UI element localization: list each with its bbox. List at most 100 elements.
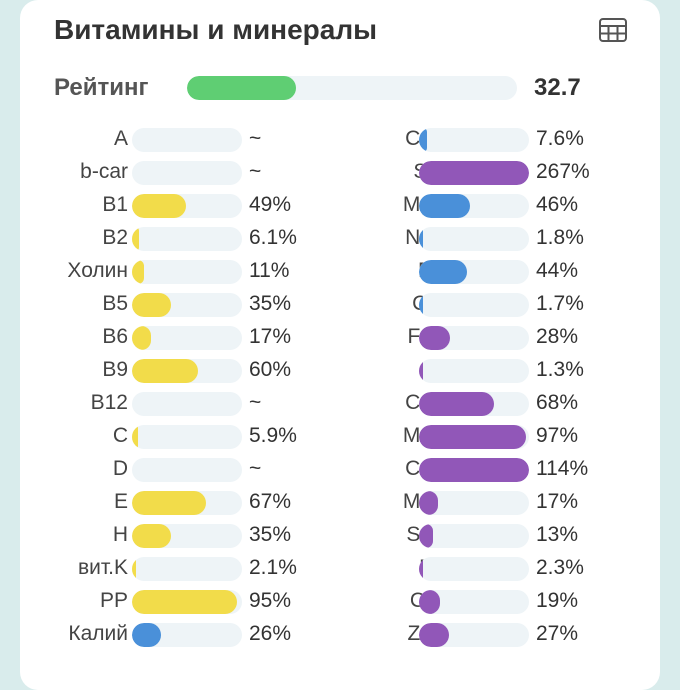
nutrient-bar-fill — [419, 194, 470, 218]
nutrient-name: Холин — [67, 259, 128, 282]
nutrient-bar — [132, 128, 242, 152]
nutrient-value: 44% — [536, 259, 579, 282]
nutrient-bar-fill — [419, 590, 440, 614]
nutrient-value: 67% — [249, 490, 292, 513]
nutrient-row: C 5.9% — [20, 421, 320, 454]
nutrient-row: Cr19% — [320, 586, 620, 619]
nutrient-name: B2 — [102, 226, 128, 249]
nutrient-bar-fill — [419, 227, 423, 251]
nutrient-name: B6 — [102, 325, 128, 348]
nutrient-bar — [419, 392, 529, 416]
nutrient-row: вит.K 2.1% — [20, 553, 320, 586]
nutrients-card: Витамины и минералы Рейтинг 32.7 A ~ b-car… — [20, 0, 660, 690]
nutrient-value: 17% — [536, 490, 579, 513]
nutrient-value: 17% — [249, 325, 292, 348]
nutrient-bar — [419, 458, 529, 482]
minerals-column: Ca7.6%Si267%Mg46%Na1.8%P44%Cl1.7%Fe28%I1… — [320, 124, 620, 652]
nutrient-bar — [419, 623, 529, 647]
nutrient-bar-fill — [419, 128, 428, 152]
nutrient-row: Холин 11% — [20, 256, 320, 289]
nutrient-bar — [132, 524, 242, 548]
nutrient-row: Mo 17% — [320, 487, 620, 520]
nutrient-bar — [419, 194, 529, 218]
nutrient-value: 27% — [536, 622, 579, 645]
nutrient-value: 267% — [536, 160, 590, 183]
nutrient-bar-fill — [419, 425, 526, 449]
nutrient-row: b-car ~ — [20, 157, 320, 190]
nutrient-row: Калий 26% — [20, 619, 320, 652]
card-title: Витамины и минералы — [54, 14, 378, 45]
nutrient-value: 11% — [249, 259, 290, 282]
nutrient-bar-fill — [419, 392, 494, 416]
nutrient-value: 46% — [536, 193, 579, 216]
vitamins-column: A ~ b-car ~ B1 49% B2 6.1% Холин 11% B5 35% B6 17% B9 6… — [20, 124, 320, 652]
nutrient-bar-fill — [132, 293, 171, 317]
nutrient-value: 60% — [249, 358, 292, 381]
nutrient-value: 28% — [536, 325, 579, 348]
nutrient-row: P44% — [320, 256, 620, 289]
nutrient-bar — [419, 293, 529, 317]
nutrient-bar — [132, 425, 242, 449]
nutrient-value: 7.6% — [536, 127, 584, 150]
nutrient-value: 95% — [249, 589, 292, 612]
nutrient-value: 114% — [536, 457, 589, 480]
nutrient-value: 13% — [536, 523, 579, 546]
nutrient-row: Ca7.6% — [320, 124, 620, 157]
nutrient-row: PP 95% — [20, 586, 320, 619]
nutrient-bar — [419, 590, 529, 614]
table-grid-icon[interactable] — [598, 16, 628, 44]
nutrient-row: Si267% — [320, 157, 620, 190]
nutrient-bar-fill — [419, 293, 423, 317]
nutrient-value: 1.3% — [536, 358, 584, 381]
nutrient-row: B2 6.1% — [20, 223, 320, 256]
nutrient-value: 35% — [249, 292, 292, 315]
nutrient-bar-fill — [419, 623, 449, 647]
nutrient-bar — [419, 557, 529, 581]
nutrient-row: Na1.8% — [320, 223, 620, 256]
rating-bar — [187, 76, 517, 100]
nutrient-bar-fill — [132, 524, 171, 548]
nutrient-name: B1 — [102, 193, 128, 216]
nutrient-value: 97% — [536, 424, 579, 447]
nutrient-row: Se13% — [320, 520, 620, 553]
nutrient-value: 2.1% — [249, 556, 297, 579]
nutrient-row: B1 49% — [20, 190, 320, 223]
nutrient-bar — [132, 326, 242, 350]
nutrient-name: C — [112, 424, 128, 447]
nutrient-value: ~ — [249, 391, 262, 414]
nutrient-bar — [419, 128, 529, 152]
nutrient-name: E — [113, 490, 128, 513]
nutrient-bar-fill — [132, 326, 151, 350]
nutrient-row: Zn27% — [320, 619, 620, 652]
nutrient-value: 68% — [536, 391, 579, 414]
nutrient-bar — [132, 359, 242, 383]
nutrient-bar-fill — [132, 623, 161, 647]
nutrient-row: Fe28% — [320, 322, 620, 355]
nutrient-bar-fill — [419, 557, 423, 581]
nutrient-bar — [132, 194, 242, 218]
nutrient-name: вит.K — [77, 556, 128, 579]
nutrient-value: 1.8% — [536, 226, 584, 249]
nutrient-bar-fill — [132, 359, 198, 383]
nutrient-bar-fill — [419, 524, 434, 548]
nutrient-bar — [132, 491, 242, 515]
nutrient-value: 1.7% — [536, 292, 584, 315]
nutrient-bar — [419, 425, 529, 449]
nutrient-bar-fill — [132, 557, 136, 581]
nutrient-value: 6.1% — [249, 226, 297, 249]
nutrient-value: 2.3% — [536, 556, 584, 579]
nutrient-name: D — [112, 457, 128, 480]
nutrient-value: 5.9% — [249, 424, 297, 447]
nutrient-bar — [419, 524, 529, 548]
nutrient-row: Mg 46% — [320, 190, 620, 223]
nutrient-name: B9 — [102, 358, 128, 381]
nutrient-bar-fill — [132, 590, 237, 614]
nutrient-value: 49% — [249, 193, 292, 216]
nutrient-value: ~ — [249, 160, 262, 183]
nutrient-bar — [132, 227, 242, 251]
rating-bar-fill — [187, 76, 296, 100]
nutrient-row: D ~ — [20, 454, 320, 487]
nutrient-name: Калий — [68, 622, 128, 645]
nutrient-name: H — [112, 523, 128, 546]
nutrient-row: B12 ~ — [20, 388, 320, 421]
